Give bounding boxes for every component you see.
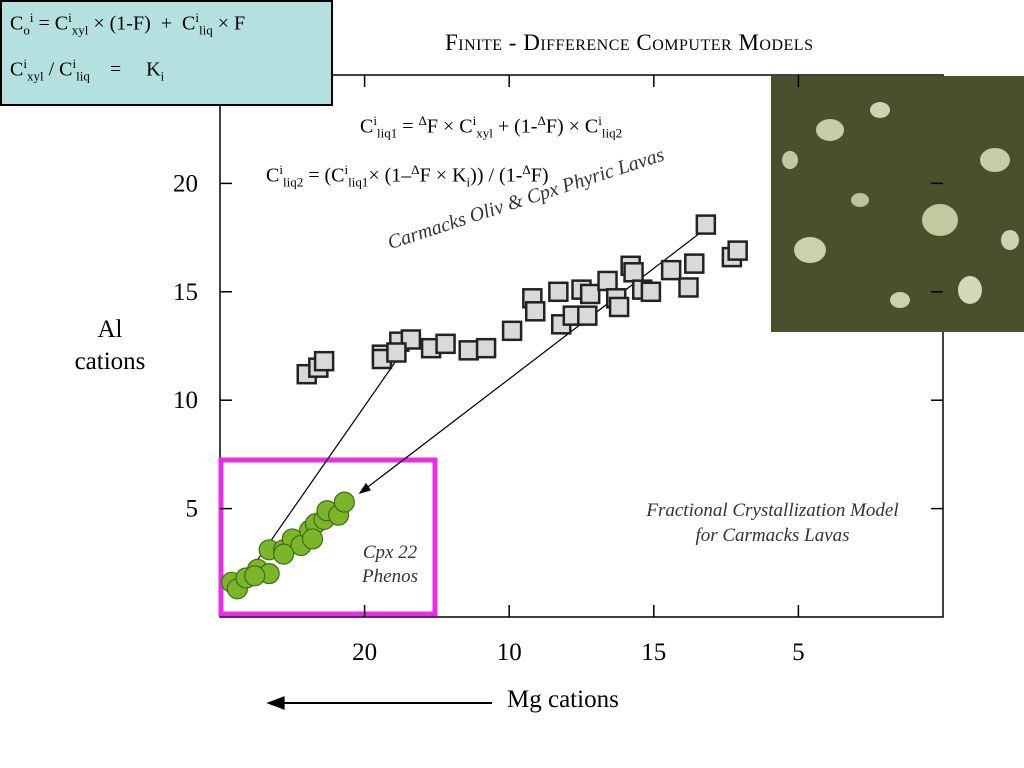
annotation: Fractional Crystallization Model for Car… [646, 500, 899, 546]
y-tick-label: 20 [173, 170, 198, 197]
equation-part: = (C [303, 164, 345, 187]
equation-part: Δ [411, 162, 420, 177]
equation-part: liq [198, 22, 213, 38]
y-tick-label: 10 [173, 387, 198, 414]
equation-part: i [472, 113, 477, 128]
equation-part: xyl [71, 22, 89, 38]
equation-part: = K [89, 58, 161, 81]
equation-part: i [373, 113, 377, 128]
circle-point [333, 491, 355, 513]
equation-part: Δ [537, 113, 546, 128]
circle-point [244, 565, 266, 587]
equation: Coi = Cixyl × (1-F) + Ciliq × F [10, 10, 245, 39]
equation-part: C [360, 115, 374, 138]
equation-part: xyl [476, 125, 493, 141]
equation-part: i [68, 10, 72, 25]
equation-part: × (1– [368, 164, 412, 187]
square-point [475, 337, 497, 359]
equation-part: i [29, 10, 34, 25]
equation-part: i [160, 68, 165, 84]
equation-part: liq2 [282, 174, 304, 190]
equation-part: i [279, 162, 283, 177]
square-point [435, 333, 456, 355]
square-point [660, 259, 682, 281]
highlight-box [218, 457, 438, 617]
equation-part: F × K [419, 164, 467, 187]
square-point [684, 253, 705, 274]
x-tick-label: 10 [497, 639, 522, 666]
photo [771, 76, 1024, 332]
equation: Ciliq1 = ΔF × Cixyl + (1-ΔF) × Ciliq2 [360, 113, 622, 142]
equation-part: = C [33, 12, 69, 35]
square-point [623, 262, 644, 283]
square-point [727, 240, 748, 261]
square-point [501, 320, 523, 342]
x-tick-label: 20 [352, 639, 377, 666]
equation: Ciliq2 = (Ciliq1× (1–ΔF × Ki)) / (1-ΔF) [266, 162, 549, 191]
equation-part: C [266, 164, 280, 187]
equation-box [0, 0, 333, 106]
equation-part: F) [530, 164, 549, 187]
square-point [597, 270, 618, 292]
chart-title: Finite - Difference Computer Models [445, 30, 814, 55]
equation-part: + (1- [492, 115, 538, 138]
equation-part: = [397, 115, 419, 138]
square-point [695, 214, 717, 235]
equation-part: / C [43, 58, 73, 81]
equation-part: liq1 [376, 125, 398, 141]
equation-part: i [598, 113, 602, 128]
x-tick-label: 15 [641, 639, 666, 666]
equation-part: i [23, 56, 27, 71]
equation-part: liq [76, 68, 90, 84]
equation-part: )) / (1- [470, 164, 523, 187]
equation-part: i [344, 162, 349, 177]
equation-part: i [466, 174, 471, 190]
equation-part: i [195, 10, 199, 25]
y-tick-label: 15 [173, 279, 198, 306]
equation-part: o [23, 22, 30, 38]
square-point [386, 342, 407, 363]
square-point [524, 301, 546, 322]
square-point [577, 305, 598, 326]
equation: Cixyl / Ciliq = Ki [10, 56, 164, 85]
equation-part: Δ [418, 113, 427, 128]
equation-part: liq2 [601, 125, 623, 141]
equation-part: i [72, 56, 77, 71]
circle-point [301, 528, 324, 550]
square-point [548, 281, 569, 303]
y-tick-label: 5 [186, 496, 199, 523]
equation-part: F × C [426, 115, 473, 138]
circle-point [273, 543, 295, 565]
equation-part: Δ [522, 162, 531, 177]
equation-part: F) × C [545, 115, 599, 138]
arrows [239, 232, 701, 710]
plot-frame [219, 74, 944, 618]
square-point [313, 350, 335, 372]
square-point [579, 283, 601, 305]
equation-part: C [10, 58, 24, 81]
x-axis-label: Mg cations [507, 686, 619, 713]
square-point [458, 340, 479, 361]
y-axis-label: Al cations [74, 316, 146, 375]
x-tick-label: 5 [792, 639, 805, 666]
square-point [678, 277, 699, 298]
equation-part: liq1 [348, 174, 369, 190]
square-point [608, 296, 630, 318]
equation-part: xyl [26, 68, 44, 84]
equation-part: C [10, 12, 24, 35]
annotation: Cpx 22 Phenos [362, 542, 418, 587]
equation-part: × F [212, 12, 246, 35]
square-point [640, 281, 662, 303]
equation-part: × (1-F) + C [88, 12, 196, 35]
